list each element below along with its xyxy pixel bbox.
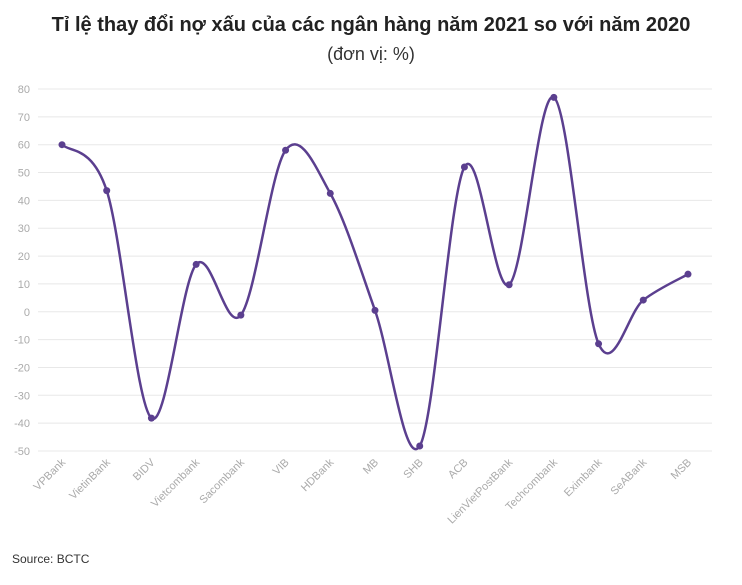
data-point <box>416 442 424 450</box>
data-point <box>147 414 155 422</box>
x-tick-label: Eximbank <box>562 456 605 499</box>
data-point <box>550 93 558 101</box>
data-point <box>505 281 513 289</box>
y-tick-label: -20 <box>14 362 30 374</box>
x-tick-label: VIB <box>271 457 292 478</box>
y-tick-label: -50 <box>14 446 30 458</box>
x-tick-label: BIDV <box>131 456 158 483</box>
x-tick-label: HDBank <box>299 456 337 494</box>
data-point <box>595 340 603 348</box>
x-tick-label: VPBank <box>32 456 69 493</box>
grid-lines <box>38 88 712 452</box>
x-axis-ticks: VPBank VietinBank BIDVVietcombankSacombank… <box>32 456 695 526</box>
y-tick-label: -40 <box>14 418 30 430</box>
y-axis-ticks: 80 70 60 50 40 30 20 10 0 -10 -20 -30 -40 -50 <box>14 84 30 458</box>
x-tick-label: ACB <box>446 457 470 481</box>
y-tick-label: 30 <box>18 223 30 235</box>
series-points <box>58 93 692 450</box>
source-note: Source: BCTC <box>12 552 90 566</box>
y-tick-label: 10 <box>18 279 30 291</box>
x-tick-label: MB <box>361 457 381 477</box>
data-point <box>326 189 334 197</box>
y-tick-label: -10 <box>14 335 30 347</box>
y-tick-label: 60 <box>18 140 30 152</box>
x-tick-label: SHB <box>401 457 425 481</box>
y-tick-label: 20 <box>18 251 30 263</box>
y-tick-label: 70 <box>18 112 30 124</box>
x-tick-label: Vietcombank <box>149 456 203 510</box>
y-tick-label: 40 <box>18 195 30 207</box>
x-tick-label: MSB <box>669 457 694 482</box>
data-point <box>371 306 379 314</box>
series-line <box>60 96 690 451</box>
x-tick-label: VietinBank <box>67 456 113 502</box>
data-point <box>103 187 111 195</box>
data-point <box>237 311 245 319</box>
y-tick-label: 0 <box>24 307 30 319</box>
y-tick-label: -30 <box>14 390 30 402</box>
data-point <box>282 146 290 154</box>
chart-subtitle: (đơn vị: %) <box>327 44 415 64</box>
x-tick-label: SeABank <box>608 456 649 497</box>
chart-title: Tỉ lệ thay đổi nợ xấu của các ngân hàng … <box>51 14 691 36</box>
data-point <box>460 163 468 171</box>
series-line-path <box>60 96 690 451</box>
data-point <box>58 141 66 149</box>
data-point <box>684 270 692 278</box>
y-tick-label: 50 <box>18 168 30 180</box>
data-point <box>639 296 647 304</box>
x-tick-label: Sacombank <box>197 456 247 506</box>
y-tick-label: 80 <box>18 84 30 96</box>
data-point <box>192 260 200 268</box>
